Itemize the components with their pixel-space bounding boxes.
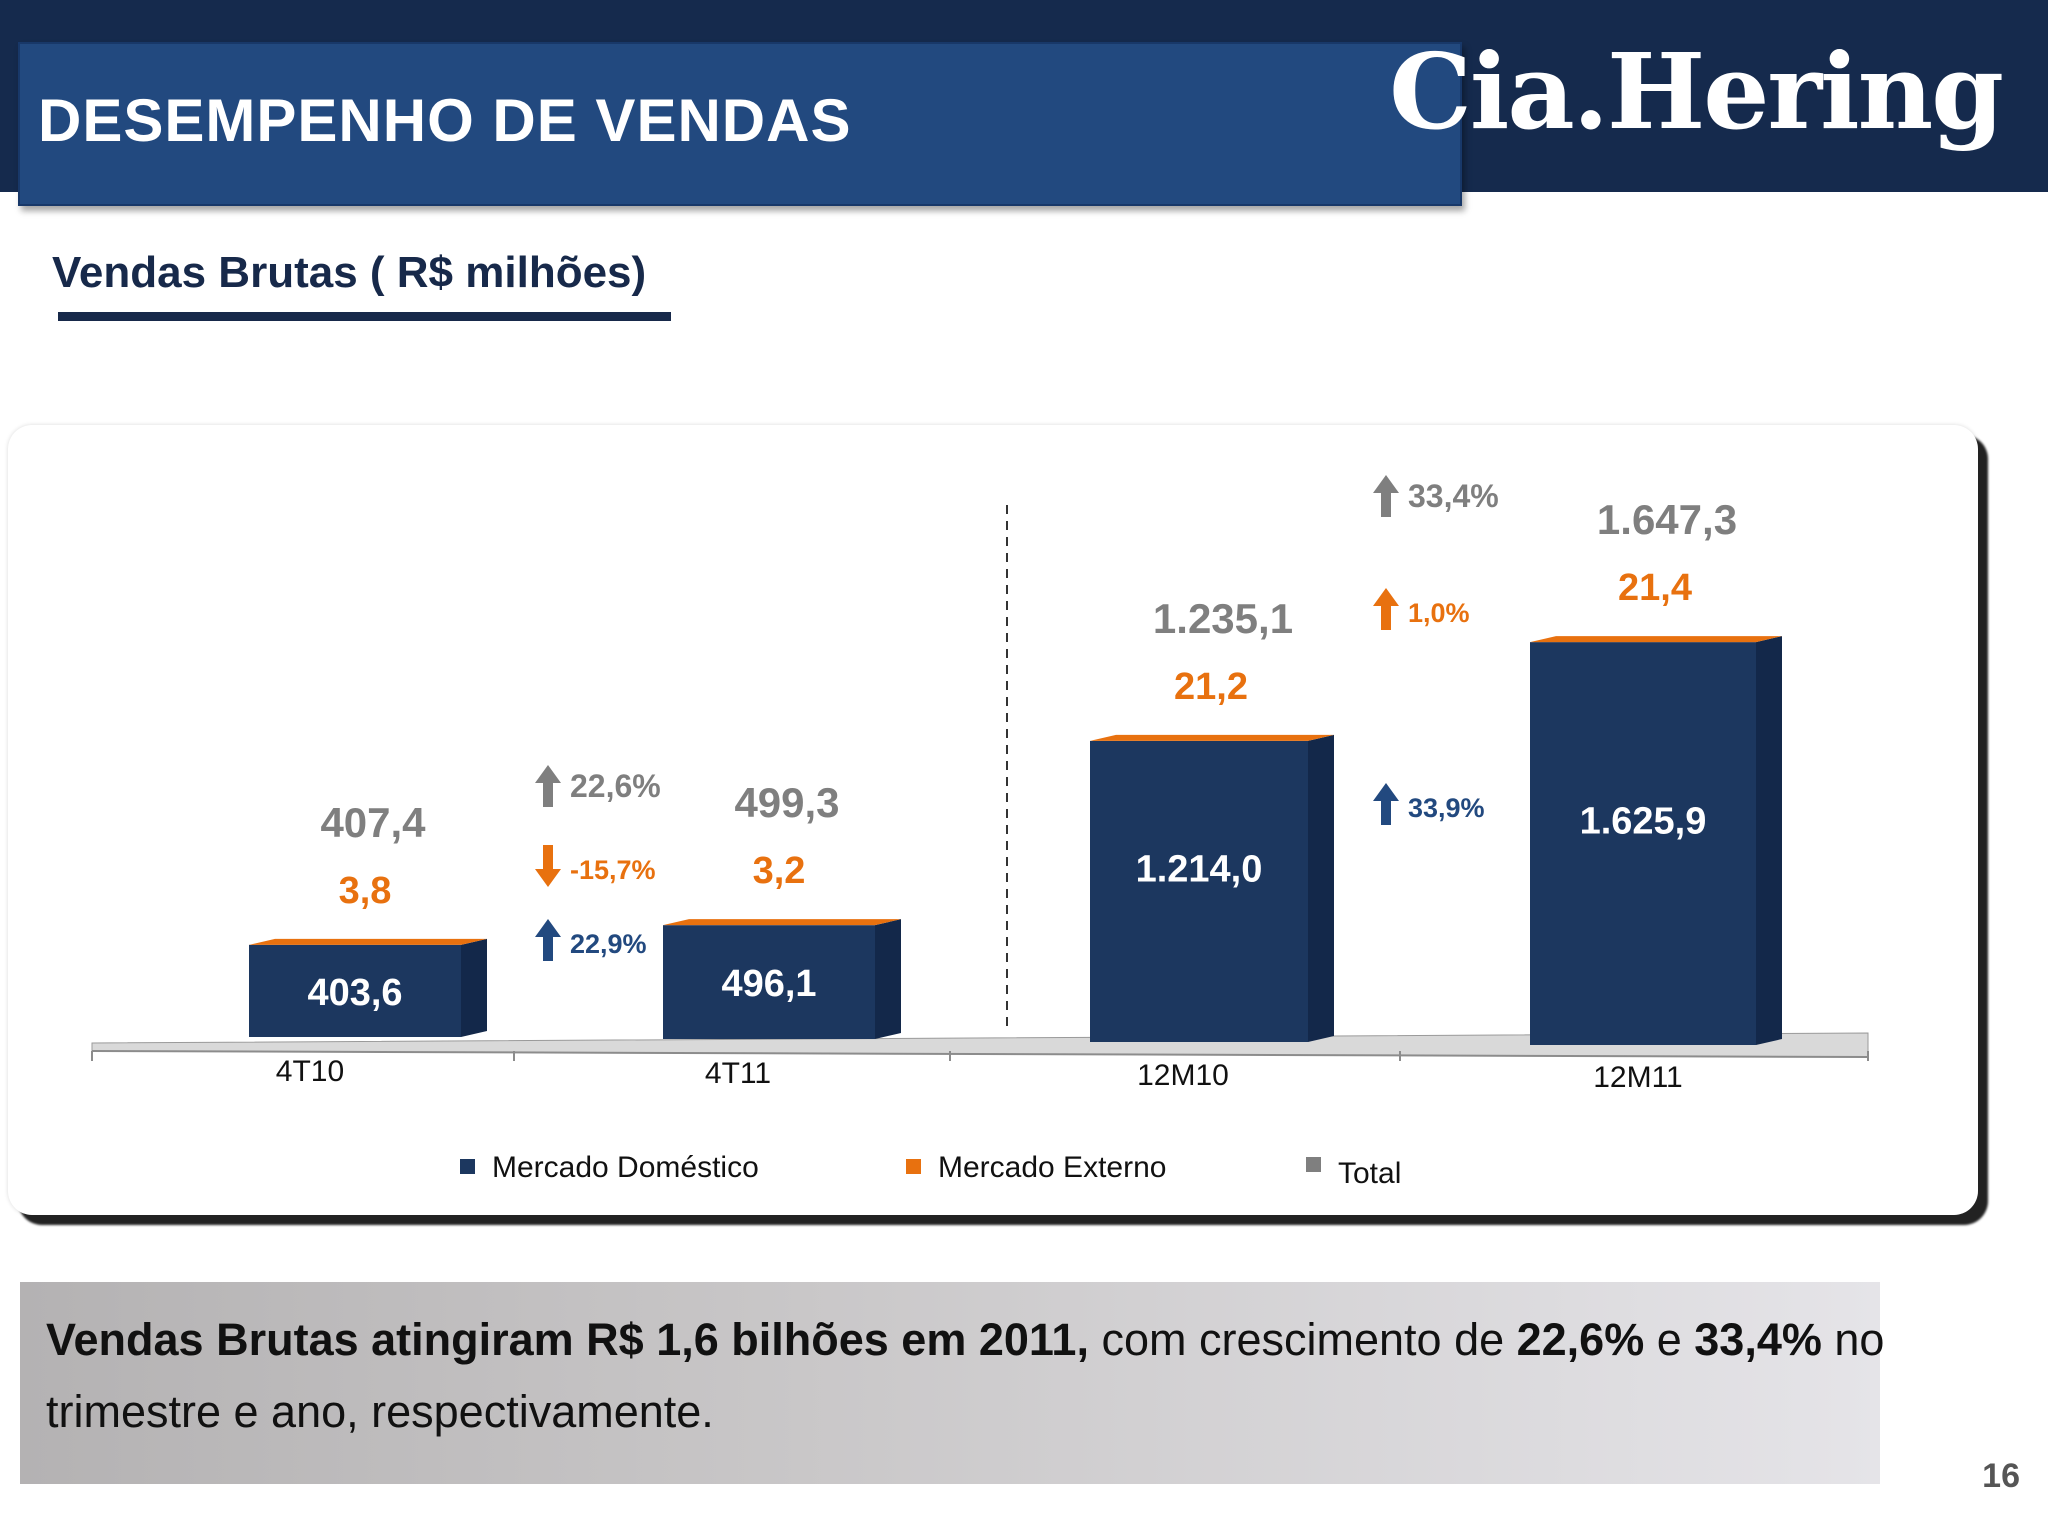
chart-subtitle: Vendas Brutas ( R$ milhões) xyxy=(52,248,647,297)
label-externo: 3,8 xyxy=(339,870,392,912)
growth-domestico: 22,9% xyxy=(570,929,647,959)
summary-bold-2: 22,6% xyxy=(1516,1314,1645,1365)
page-number: 16 xyxy=(1982,1457,2020,1495)
label-total: 1.235,1 xyxy=(1153,595,1293,642)
bar-side xyxy=(461,938,487,1037)
arrow-up-icon xyxy=(535,919,561,961)
legend-label: Total xyxy=(1338,1157,1401,1190)
bar-domestico xyxy=(663,925,875,1039)
label-total: 1.647,3 xyxy=(1597,496,1737,543)
bar-domestico xyxy=(249,944,461,1037)
arrow-up-icon xyxy=(1373,588,1399,630)
arrow-down-icon xyxy=(535,845,561,887)
label-total: 407,4 xyxy=(320,799,426,846)
bar-domestico xyxy=(1090,740,1308,1042)
label-total: 499,3 xyxy=(734,779,839,826)
arrow-up-icon xyxy=(535,765,561,807)
label-externo: 3,2 xyxy=(753,850,806,892)
summary-bold-3: 33,4% xyxy=(1694,1314,1822,1365)
x-tick-label: 12M10 xyxy=(1137,1059,1229,1092)
bar-externo xyxy=(1090,734,1334,741)
bar-domestico xyxy=(1530,642,1756,1045)
legend-swatch xyxy=(460,1159,475,1174)
label-externo: 21,4 xyxy=(1618,567,1692,609)
arrow-up-icon xyxy=(1373,783,1399,825)
bar-side xyxy=(1308,734,1334,1042)
bar-externo xyxy=(249,938,487,945)
growth-total: 33,4% xyxy=(1408,478,1499,514)
summary-bold-1: Vendas Brutas atingiram R$ 1,6 bilhões e… xyxy=(46,1314,1089,1365)
bar-externo xyxy=(1530,636,1782,643)
legend-label: Mercado Externo xyxy=(938,1151,1166,1184)
legend-label: Mercado Doméstico xyxy=(492,1151,759,1184)
x-axis-line xyxy=(91,1050,1869,1058)
summary-box: Vendas Brutas atingiram R$ 1,6 bilhões e… xyxy=(20,1282,1884,1484)
bar-side xyxy=(1756,636,1782,1045)
summary-text-1: com crescimento de xyxy=(1088,1314,1517,1365)
bar-side xyxy=(875,919,901,1039)
growth-total: 22,6% xyxy=(570,768,661,804)
legend-swatch xyxy=(1306,1157,1321,1172)
arrow-up-icon xyxy=(1373,475,1399,517)
growth-externo: -15,7% xyxy=(570,855,656,885)
x-tick-label: 4T10 xyxy=(276,1055,344,1088)
x-tick-label: 12M11 xyxy=(1593,1061,1683,1094)
label-domestico: 1.625,9 xyxy=(1580,801,1707,843)
sales-chart: 403,6 3,8 407,4 4T10 496,1 3,2 499,3 4T11 1.214,… xyxy=(91,475,1869,1190)
page-title: DESEMPENHO DE VENDAS xyxy=(38,87,852,154)
label-domestico: 496,1 xyxy=(721,963,816,1005)
summary-text: Vendas Brutas atingiram R$ 1,6 bilhões e… xyxy=(46,1304,1886,1448)
x-tick-label: 4T11 xyxy=(705,1057,771,1090)
company-logo: Cia.Hering xyxy=(1389,30,2004,153)
chart-panel: 403,6 3,8 407,4 4T10 496,1 3,2 499,3 4T11 1.214,… xyxy=(8,425,1978,1215)
subtitle-underline xyxy=(58,312,671,321)
growth-externo: 1,0% xyxy=(1408,598,1470,628)
label-domestico: 1.214,0 xyxy=(1136,848,1263,890)
legend-swatch xyxy=(906,1159,921,1174)
summary-text-3: no trimestre e ano, respectivamente. xyxy=(46,1314,1885,1437)
title-box xyxy=(18,42,1462,206)
growth-domestico: 33,9% xyxy=(1408,793,1485,823)
label-externo: 21,2 xyxy=(1174,666,1248,708)
bar-externo xyxy=(663,919,901,926)
summary-text-2: e xyxy=(1644,1314,1695,1365)
label-domestico: 403,6 xyxy=(307,972,402,1014)
